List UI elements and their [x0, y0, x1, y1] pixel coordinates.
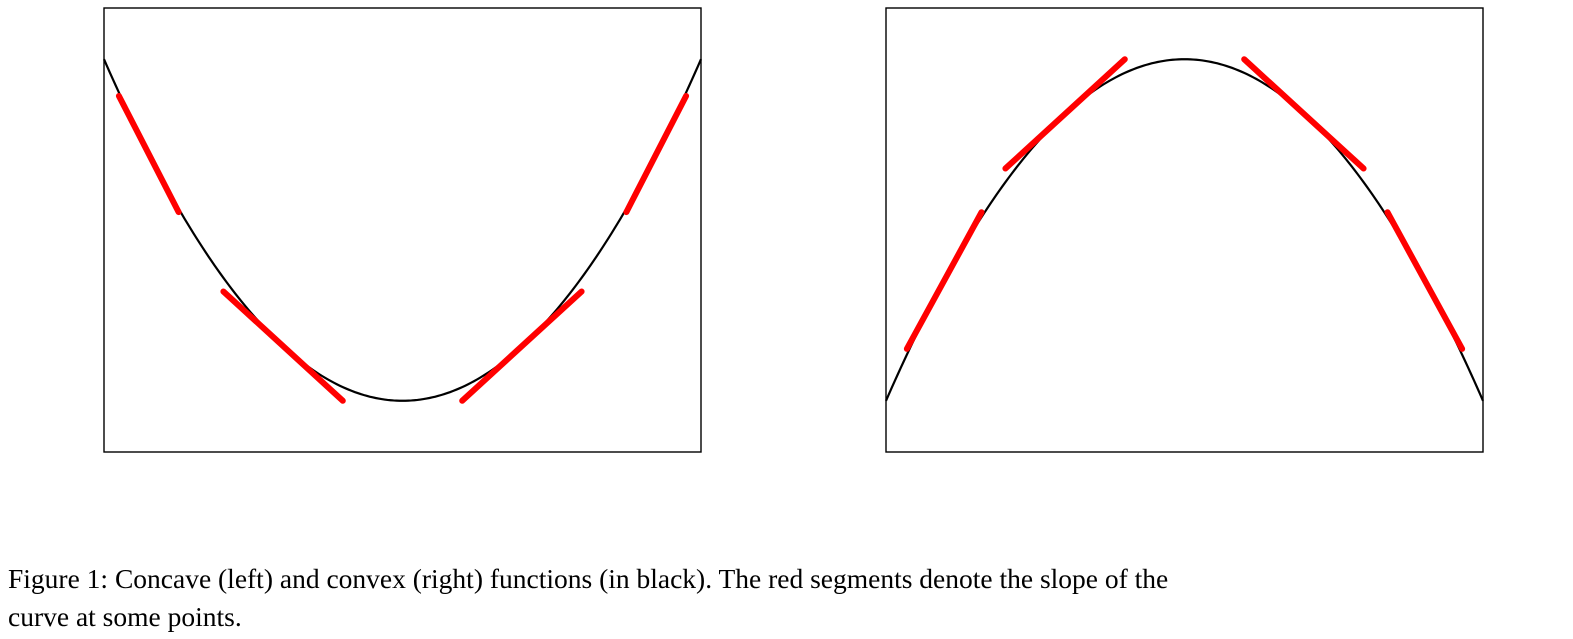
right-tangent-segments — [903, 56, 1466, 352]
right-curve — [884, 58, 1485, 402]
left-tangent-segments — [115, 92, 690, 404]
right-panel-convex — [884, 7, 1485, 453]
caption-line-1: Figure 1: Concave (left) and convex (rig… — [8, 563, 1169, 594]
figure-caption: Figure 1: Concave (left) and convex (rig… — [8, 560, 1568, 636]
caption-line-2: curve at some points. — [8, 601, 242, 632]
right-tangent-segment-2 — [1002, 56, 1128, 172]
right-tangent-segment-3 — [1241, 56, 1367, 172]
figure — [102, 7, 1485, 453]
right-tangent-segment-4 — [1384, 209, 1466, 352]
left-panel-frame — [103, 7, 702, 453]
left-tangent-segment-3 — [220, 288, 346, 404]
left-tangent-segment-4 — [459, 288, 585, 404]
left-tangent-segment-2 — [115, 92, 182, 216]
left-curve — [102, 58, 703, 402]
left-panel-concave — [102, 7, 703, 453]
right-panel-frame — [885, 7, 1484, 453]
right-tangent-segment-1 — [903, 209, 985, 352]
left-tangent-segment-1 — [623, 92, 690, 216]
